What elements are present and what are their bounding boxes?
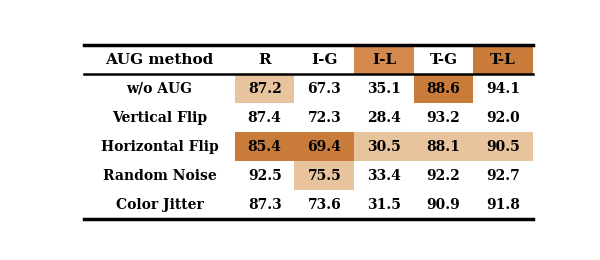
Text: 91.8: 91.8 <box>486 198 520 212</box>
Text: 85.4: 85.4 <box>248 140 281 154</box>
Text: 72.3: 72.3 <box>307 111 341 125</box>
Text: 33.4: 33.4 <box>367 169 401 183</box>
Text: 87.4: 87.4 <box>248 111 281 125</box>
Text: I-L: I-L <box>372 53 396 67</box>
Text: 73.6: 73.6 <box>307 198 341 212</box>
Text: 87.3: 87.3 <box>248 198 281 212</box>
Text: 67.3: 67.3 <box>307 82 341 96</box>
Text: 93.2: 93.2 <box>427 111 460 125</box>
Text: AUG method: AUG method <box>106 53 214 67</box>
Text: 92.7: 92.7 <box>487 169 520 183</box>
Text: 94.1: 94.1 <box>486 82 520 96</box>
Text: T-L: T-L <box>490 53 516 67</box>
Text: T-G: T-G <box>430 53 458 67</box>
Text: 35.1: 35.1 <box>367 82 401 96</box>
Text: Color Jitter: Color Jitter <box>116 198 203 212</box>
Text: 88.1: 88.1 <box>427 140 461 154</box>
Text: 87.2: 87.2 <box>248 82 281 96</box>
Text: 92.2: 92.2 <box>427 169 460 183</box>
Text: w/o AUG: w/o AUG <box>127 82 193 96</box>
Text: 88.6: 88.6 <box>427 82 460 96</box>
Text: Vertical Flip: Vertical Flip <box>112 111 207 125</box>
Text: Horizontal Flip: Horizontal Flip <box>101 140 218 154</box>
Text: 90.9: 90.9 <box>427 198 460 212</box>
Text: 69.4: 69.4 <box>307 140 341 154</box>
Text: Random Noise: Random Noise <box>103 169 217 183</box>
Text: 28.4: 28.4 <box>367 111 401 125</box>
Text: 31.5: 31.5 <box>367 198 401 212</box>
Text: 75.5: 75.5 <box>307 169 341 183</box>
Text: R: R <box>259 53 271 67</box>
Text: 90.5: 90.5 <box>487 140 520 154</box>
Text: 30.5: 30.5 <box>367 140 401 154</box>
Text: 92.0: 92.0 <box>487 111 520 125</box>
Text: I-G: I-G <box>311 53 338 67</box>
Text: 92.5: 92.5 <box>248 169 281 183</box>
